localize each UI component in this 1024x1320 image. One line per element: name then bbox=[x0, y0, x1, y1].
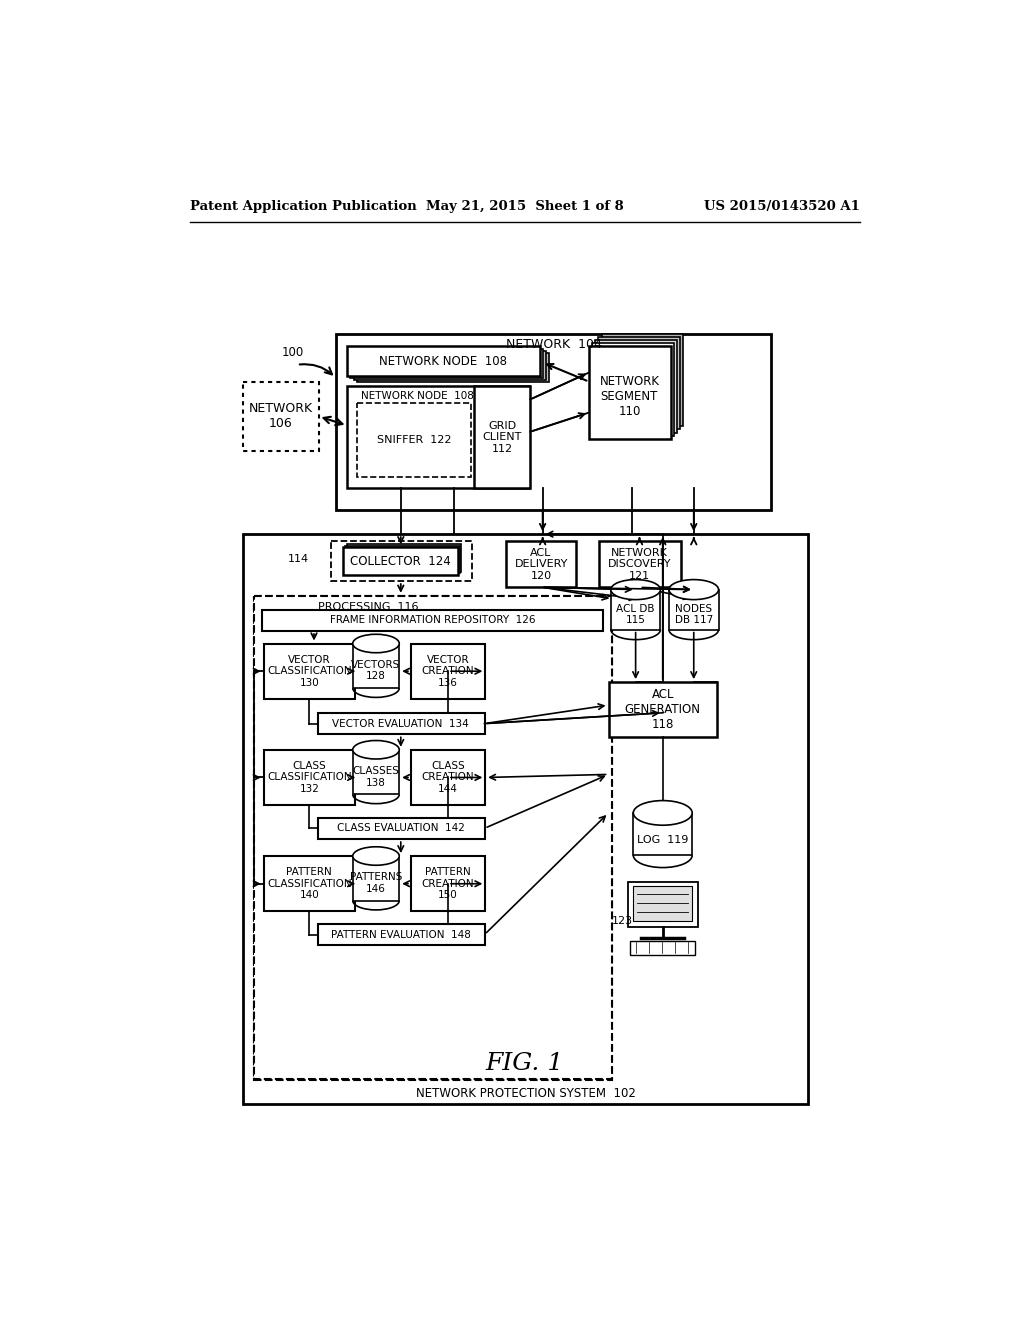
Text: CLASSES
138: CLASSES 138 bbox=[352, 766, 399, 788]
FancyBboxPatch shape bbox=[595, 341, 677, 433]
Text: COLLECTOR  124: COLLECTOR 124 bbox=[350, 554, 452, 568]
Text: ACL
GENERATION
118: ACL GENERATION 118 bbox=[625, 688, 700, 731]
FancyBboxPatch shape bbox=[633, 886, 692, 921]
FancyBboxPatch shape bbox=[353, 351, 546, 380]
FancyBboxPatch shape bbox=[506, 541, 575, 587]
Text: NODES
DB 117: NODES DB 117 bbox=[675, 603, 713, 626]
Text: LOG  119: LOG 119 bbox=[637, 836, 688, 845]
FancyBboxPatch shape bbox=[243, 535, 809, 1104]
FancyBboxPatch shape bbox=[317, 817, 484, 840]
Text: NETWORK PROTECTION SYSTEM  102: NETWORK PROTECTION SYSTEM 102 bbox=[416, 1086, 636, 1100]
Text: VECTORS
128: VECTORS 128 bbox=[351, 660, 400, 681]
FancyBboxPatch shape bbox=[345, 545, 460, 573]
FancyBboxPatch shape bbox=[343, 548, 458, 576]
FancyBboxPatch shape bbox=[589, 346, 671, 438]
FancyBboxPatch shape bbox=[352, 855, 399, 900]
FancyBboxPatch shape bbox=[592, 343, 674, 436]
FancyBboxPatch shape bbox=[263, 855, 355, 911]
Text: US 2015/0143520 A1: US 2015/0143520 A1 bbox=[703, 199, 859, 213]
FancyBboxPatch shape bbox=[411, 855, 485, 911]
Text: ACL
DELIVERY
120: ACL DELIVERY 120 bbox=[514, 548, 567, 581]
Text: GRID
CLIENT
112: GRID CLIENT 112 bbox=[482, 421, 522, 454]
Ellipse shape bbox=[669, 579, 719, 599]
FancyBboxPatch shape bbox=[317, 713, 484, 734]
FancyBboxPatch shape bbox=[336, 334, 771, 510]
FancyBboxPatch shape bbox=[243, 381, 318, 451]
Text: VECTOR
CREATION
136: VECTOR CREATION 136 bbox=[422, 655, 474, 688]
FancyBboxPatch shape bbox=[628, 882, 697, 927]
Text: FIG. 1: FIG. 1 bbox=[485, 1052, 564, 1074]
FancyBboxPatch shape bbox=[352, 750, 399, 795]
Ellipse shape bbox=[611, 579, 660, 599]
FancyBboxPatch shape bbox=[352, 644, 399, 688]
Text: PATTERNS
146: PATTERNS 146 bbox=[350, 873, 402, 894]
FancyBboxPatch shape bbox=[263, 644, 355, 700]
FancyBboxPatch shape bbox=[474, 387, 530, 488]
Text: NETWORK NODE  108: NETWORK NODE 108 bbox=[360, 391, 473, 401]
Text: FRAME INFORMATION REPOSITORY  126: FRAME INFORMATION REPOSITORY 126 bbox=[330, 615, 536, 626]
Text: CLASS
CLASSIFICATION
132: CLASS CLASSIFICATION 132 bbox=[267, 760, 351, 795]
Text: NETWORK
106: NETWORK 106 bbox=[249, 403, 312, 430]
FancyBboxPatch shape bbox=[262, 610, 603, 631]
Ellipse shape bbox=[633, 800, 692, 825]
Text: NETWORK NODE  108: NETWORK NODE 108 bbox=[380, 355, 508, 368]
FancyBboxPatch shape bbox=[356, 354, 549, 383]
Text: CLASS EVALUATION  142: CLASS EVALUATION 142 bbox=[337, 824, 465, 833]
Text: NETWORK
DISCOVERY
121: NETWORK DISCOVERY 121 bbox=[608, 548, 672, 581]
Ellipse shape bbox=[352, 741, 399, 759]
Text: PROCESSING  116: PROCESSING 116 bbox=[318, 602, 419, 611]
FancyBboxPatch shape bbox=[601, 334, 683, 426]
Text: 123: 123 bbox=[612, 916, 633, 925]
Ellipse shape bbox=[352, 847, 399, 866]
FancyBboxPatch shape bbox=[411, 644, 485, 700]
FancyBboxPatch shape bbox=[254, 595, 611, 1080]
FancyBboxPatch shape bbox=[254, 595, 611, 1080]
Text: 114: 114 bbox=[288, 554, 309, 564]
FancyBboxPatch shape bbox=[611, 590, 660, 630]
FancyBboxPatch shape bbox=[263, 750, 355, 805]
FancyBboxPatch shape bbox=[598, 337, 680, 429]
Text: Patent Application Publication: Patent Application Publication bbox=[190, 199, 417, 213]
FancyBboxPatch shape bbox=[608, 682, 717, 738]
Text: NETWORK  104: NETWORK 104 bbox=[506, 338, 601, 351]
Ellipse shape bbox=[352, 635, 399, 653]
FancyBboxPatch shape bbox=[630, 941, 695, 954]
Text: CLASS
CREATION
144: CLASS CREATION 144 bbox=[422, 760, 474, 795]
FancyBboxPatch shape bbox=[317, 924, 484, 945]
Text: 100: 100 bbox=[282, 346, 304, 359]
FancyBboxPatch shape bbox=[347, 387, 529, 488]
FancyBboxPatch shape bbox=[599, 541, 681, 587]
Text: PATTERN
CREATION
150: PATTERN CREATION 150 bbox=[422, 867, 474, 900]
Text: PATTERN EVALUATION  148: PATTERN EVALUATION 148 bbox=[331, 929, 471, 940]
Text: ACL DB
115: ACL DB 115 bbox=[616, 603, 655, 626]
Text: NETWORK
SEGMENT
110: NETWORK SEGMENT 110 bbox=[599, 375, 659, 418]
FancyBboxPatch shape bbox=[350, 348, 543, 378]
FancyBboxPatch shape bbox=[669, 590, 719, 630]
Text: PATTERN
CLASSIFICATION
140: PATTERN CLASSIFICATION 140 bbox=[267, 867, 351, 900]
FancyBboxPatch shape bbox=[633, 813, 692, 855]
FancyBboxPatch shape bbox=[411, 750, 485, 805]
FancyBboxPatch shape bbox=[346, 544, 461, 572]
Text: SNIFFER  122: SNIFFER 122 bbox=[377, 436, 452, 445]
FancyBboxPatch shape bbox=[356, 404, 471, 478]
FancyBboxPatch shape bbox=[347, 346, 540, 376]
Text: VECTOR
CLASSIFICATION
130: VECTOR CLASSIFICATION 130 bbox=[267, 655, 351, 688]
Text: VECTOR EVALUATION  134: VECTOR EVALUATION 134 bbox=[333, 718, 469, 729]
Text: May 21, 2015  Sheet 1 of 8: May 21, 2015 Sheet 1 of 8 bbox=[426, 199, 624, 213]
